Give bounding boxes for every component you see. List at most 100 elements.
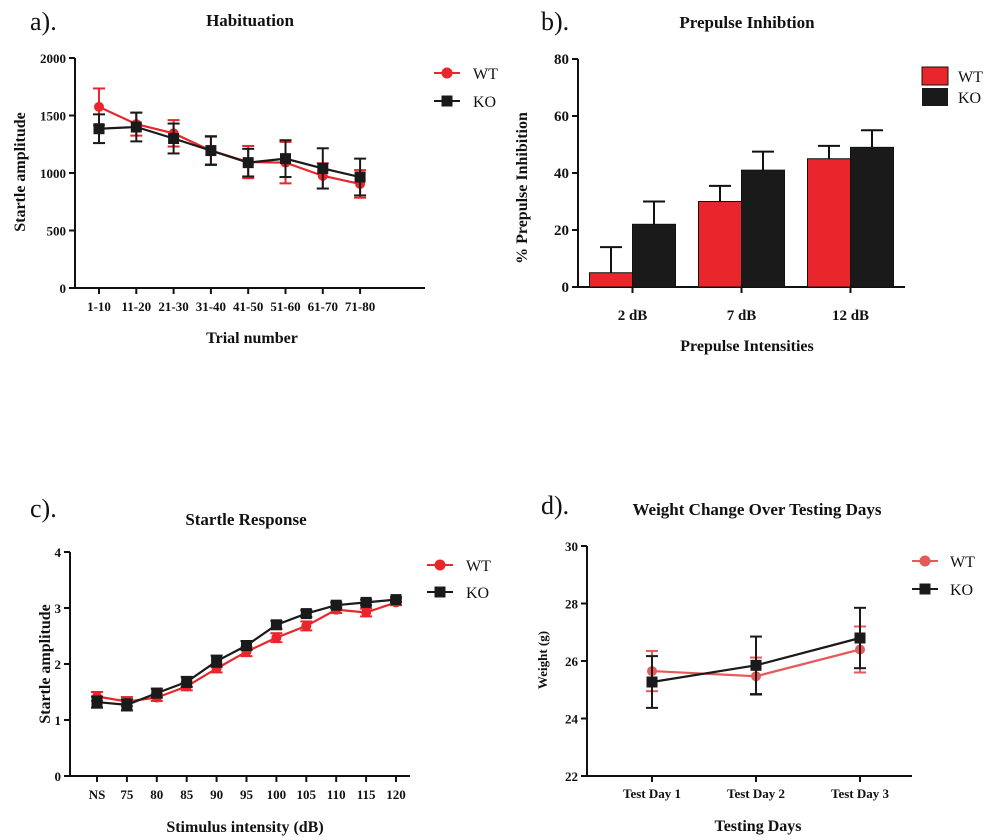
point-ko bbox=[854, 632, 866, 644]
y-tick-label: 500 bbox=[47, 224, 67, 239]
panel-b-legend: WT KO bbox=[921, 66, 983, 107]
legend-wt-label: WT bbox=[466, 558, 491, 575]
x-tick-label: 7 dB bbox=[727, 308, 757, 324]
bar-wt bbox=[807, 158, 851, 288]
legend-ko-marker bbox=[441, 95, 453, 107]
x-tick-label: 105 bbox=[297, 787, 317, 802]
x-tick-label: 2 dB bbox=[618, 308, 648, 324]
x-tick-label: 90 bbox=[210, 787, 223, 802]
point-ko bbox=[750, 659, 762, 671]
bar-wt bbox=[589, 272, 633, 288]
x-tick-label: NS bbox=[89, 787, 106, 802]
legend-ko-label: KO bbox=[466, 585, 489, 602]
point-ko bbox=[390, 594, 402, 606]
series-line-ko bbox=[98, 125, 361, 179]
panel-c-ylabel: Startle amplitude bbox=[37, 604, 54, 724]
point-ko bbox=[360, 596, 372, 608]
y-tick-label: 60 bbox=[554, 109, 569, 125]
x-tick-label: 12 dB bbox=[832, 308, 869, 324]
legend-wt-label: WT bbox=[473, 66, 498, 83]
x-tick-label: 31-40 bbox=[196, 299, 226, 314]
panel-d-legend: WT KO bbox=[912, 554, 975, 599]
x-tick-label: 85 bbox=[180, 787, 194, 802]
legend-ko-swatch bbox=[922, 88, 948, 106]
point-ko bbox=[93, 123, 105, 135]
y-tick-label: 3 bbox=[55, 601, 62, 616]
x-tick-label: 1-10 bbox=[87, 299, 111, 314]
panel-a-xlabel: Trial number bbox=[206, 330, 298, 347]
panel-b-ylabel: % Prepulse Inhibition bbox=[514, 112, 531, 264]
panel-b-letter: b). bbox=[541, 7, 569, 36]
point-wt bbox=[94, 101, 104, 112]
x-tick-label: 21-30 bbox=[158, 299, 188, 314]
panel-d-title: Weight Change Over Testing Days bbox=[632, 500, 881, 519]
point-ko bbox=[168, 133, 180, 144]
bar-ko bbox=[632, 223, 676, 288]
legend-wt-marker bbox=[919, 555, 931, 567]
x-tick-label: Test Day 1 bbox=[623, 786, 681, 801]
point-ko bbox=[317, 162, 329, 174]
x-tick-label: Test Day 3 bbox=[831, 786, 890, 801]
legend-ko-label: KO bbox=[950, 582, 973, 599]
panel-c-title: Startle Response bbox=[185, 510, 307, 529]
panel-a-legend: WT KO bbox=[434, 66, 498, 111]
y-tick-label: 4 bbox=[55, 545, 62, 560]
panel-d-ylabel: Weight (g) bbox=[535, 631, 550, 689]
bar-wt bbox=[698, 201, 742, 288]
panel-a-ylabel: Startle amplitude bbox=[12, 112, 29, 232]
point-wt bbox=[271, 632, 282, 643]
y-tick-label: 22 bbox=[565, 769, 578, 784]
x-tick-label: 120 bbox=[386, 787, 406, 802]
panel-b-title: Prepulse Inhibtion bbox=[679, 13, 815, 32]
point-ko bbox=[211, 655, 223, 667]
bar-ko bbox=[850, 146, 894, 288]
legend-wt-label: WT bbox=[958, 69, 983, 86]
panel-d-xlabel: Testing Days bbox=[715, 818, 802, 835]
x-tick-label: 80 bbox=[150, 787, 163, 802]
panel-c-legend: WT KO bbox=[427, 558, 491, 602]
point-ko bbox=[300, 608, 312, 620]
x-tick-label: 71-80 bbox=[345, 299, 375, 314]
y-tick-label: 1 bbox=[55, 713, 62, 728]
y-tick-label: 0 bbox=[562, 280, 570, 296]
x-tick-label: 95 bbox=[240, 787, 254, 802]
y-tick-label: 20 bbox=[554, 223, 569, 239]
x-tick-label: 11-20 bbox=[121, 299, 151, 314]
point-ko bbox=[91, 696, 103, 708]
legend-ko-label: KO bbox=[473, 94, 496, 111]
point-ko bbox=[242, 157, 254, 169]
x-tick-label: 61-70 bbox=[308, 299, 338, 314]
y-tick-label: 80 bbox=[554, 52, 569, 68]
panel-c-xlabel: Stimulus intensity (dB) bbox=[166, 819, 323, 836]
x-tick-label: 41-50 bbox=[233, 299, 263, 314]
legend-wt-marker bbox=[441, 67, 453, 79]
point-wt bbox=[301, 620, 312, 631]
y-tick-label: 28 bbox=[565, 597, 579, 612]
point-ko bbox=[270, 619, 282, 631]
y-tick-label: 0 bbox=[55, 769, 62, 784]
legend-wt-label: WT bbox=[950, 554, 975, 571]
x-tick-label: 100 bbox=[267, 787, 287, 802]
legend-ko-marker bbox=[434, 586, 446, 598]
point-ko bbox=[241, 640, 252, 652]
y-tick-label: 0 bbox=[60, 281, 67, 296]
y-tick-label: 30 bbox=[565, 539, 578, 554]
panel-a: a). Habituation Startle amplitude Trial … bbox=[12, 7, 498, 347]
panel-b-plot: 0 20 40 60 80 2 dB 7 dB 12 dB bbox=[554, 52, 905, 324]
x-tick-label: Test Day 2 bbox=[727, 786, 785, 801]
y-tick-label: 1500 bbox=[40, 109, 66, 124]
x-tick-label: 110 bbox=[327, 787, 346, 802]
legend-wt-swatch bbox=[921, 66, 949, 86]
point-ko bbox=[130, 121, 142, 133]
y-tick-label: 1000 bbox=[40, 166, 66, 181]
x-tick-label: 51-60 bbox=[270, 299, 300, 314]
point-ko bbox=[121, 699, 133, 711]
y-tick-label: 2 bbox=[55, 657, 62, 672]
panel-c: c). Startle Response Startle amplitude S… bbox=[30, 494, 491, 836]
y-tick-label: 24 bbox=[565, 712, 579, 727]
x-tick-label: 115 bbox=[357, 787, 376, 802]
y-tick-label: 2000 bbox=[40, 51, 66, 66]
panel-a-letter: a). bbox=[30, 7, 57, 36]
legend-wt-marker bbox=[434, 559, 446, 571]
point-ko bbox=[354, 171, 366, 183]
